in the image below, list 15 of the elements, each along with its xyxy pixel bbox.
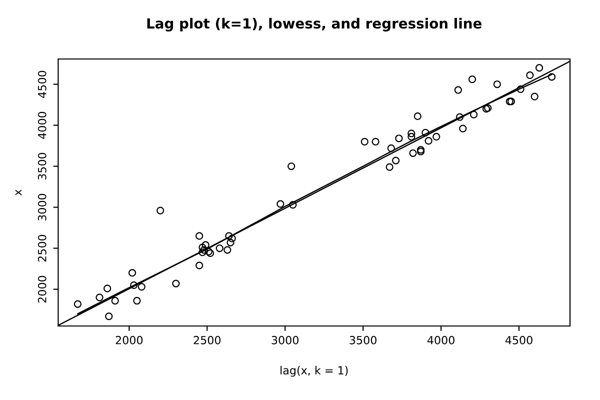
y-tick-label: 2500 — [38, 234, 46, 262]
y-tick-label: 3500 — [38, 152, 46, 180]
x-tick-label: 2500 — [194, 336, 221, 344]
x-tick-label: 3000 — [272, 336, 298, 344]
y-tick-label: 4500 — [38, 70, 46, 98]
x-tick-label: 4000 — [427, 336, 454, 344]
y-tick-label: 4000 — [38, 112, 46, 139]
chart-title: Lag plot (k=1), lowess, and regression line — [147, 18, 482, 32]
y-axis-title: x — [15, 190, 22, 196]
x-tick-label: 3500 — [350, 336, 376, 344]
y-tick-label: 2000 — [38, 276, 46, 303]
x-tick-label: 2000 — [116, 336, 143, 344]
y-tick-label: 3000 — [38, 194, 46, 221]
x-tick-label: 4500 — [505, 336, 532, 344]
x-axis-title: lag(x, k = 1) — [280, 366, 348, 377]
